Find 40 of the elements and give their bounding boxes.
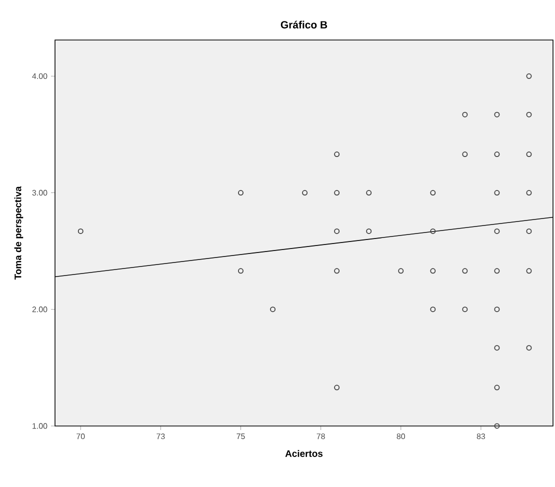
point	[238, 268, 244, 274]
point	[366, 228, 372, 234]
point	[494, 268, 500, 274]
point	[526, 152, 532, 158]
point	[334, 268, 340, 274]
point	[526, 73, 532, 79]
point	[334, 228, 340, 234]
point	[334, 152, 340, 158]
point	[494, 345, 500, 351]
point	[398, 268, 404, 274]
point	[494, 190, 500, 196]
x-axis-title: Aciertos	[285, 450, 323, 457]
point	[494, 384, 500, 390]
point	[334, 384, 340, 390]
point	[494, 423, 500, 429]
point	[462, 306, 468, 312]
chart-title: Gráfico B	[280, 20, 328, 28]
point	[270, 306, 276, 312]
point	[462, 112, 468, 118]
point	[334, 190, 340, 196]
point	[302, 190, 308, 196]
point	[526, 190, 532, 196]
point	[430, 306, 436, 312]
point	[78, 228, 84, 234]
point	[526, 112, 532, 118]
point	[430, 228, 436, 234]
point	[238, 190, 244, 196]
point	[526, 345, 532, 351]
point	[462, 268, 468, 274]
point	[494, 112, 500, 118]
point	[494, 152, 500, 158]
point	[526, 268, 532, 274]
point	[430, 268, 436, 274]
point	[494, 306, 500, 312]
point	[462, 152, 468, 158]
point	[430, 190, 436, 196]
point	[526, 228, 532, 234]
y-axis-title: Toma de perspectiva	[14, 186, 24, 280]
point	[494, 228, 500, 234]
point	[366, 190, 372, 196]
